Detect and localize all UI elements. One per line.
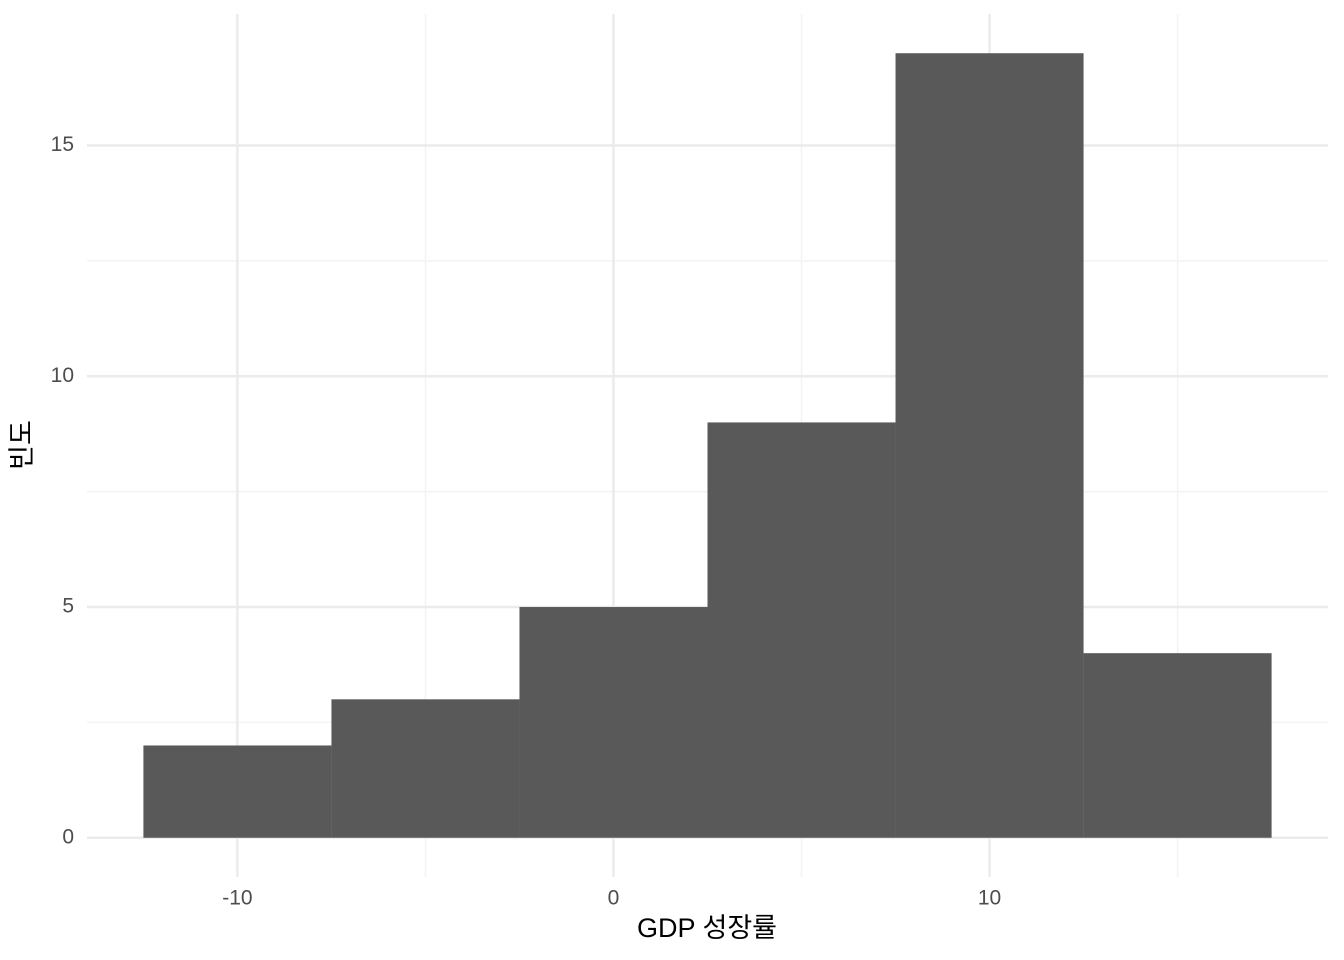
- y-tick-label: 15: [51, 133, 74, 156]
- x-tick-label: 10: [978, 887, 1001, 910]
- bar: [519, 607, 708, 838]
- x-tick-label: -10: [222, 887, 252, 910]
- y-axis-title: 빈도: [7, 420, 37, 470]
- y-tick-label: 0: [62, 825, 74, 848]
- bar: [707, 422, 896, 838]
- bar: [143, 745, 332, 838]
- bar: [895, 53, 1084, 838]
- x-axis-title: GDP 성장률: [637, 913, 777, 943]
- x-tick-label: 0: [608, 887, 620, 910]
- y-tick-label: 5: [62, 595, 74, 618]
- bar: [331, 699, 520, 838]
- y-tick-label: 10: [51, 364, 74, 387]
- bar: [1083, 653, 1272, 838]
